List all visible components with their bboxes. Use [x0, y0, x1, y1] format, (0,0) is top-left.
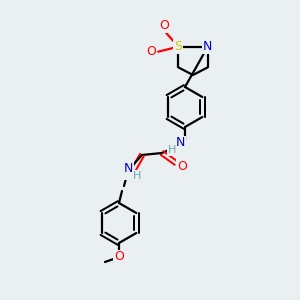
Text: N: N	[203, 40, 212, 53]
Text: N: N	[123, 163, 133, 176]
Text: O: O	[177, 160, 187, 172]
Text: S: S	[174, 40, 182, 53]
Text: H: H	[168, 145, 176, 155]
Text: O: O	[146, 45, 156, 58]
Text: H: H	[133, 171, 141, 181]
Text: O: O	[159, 19, 169, 32]
Text: O: O	[123, 166, 133, 178]
Text: N: N	[175, 136, 185, 149]
Text: O: O	[114, 250, 124, 263]
